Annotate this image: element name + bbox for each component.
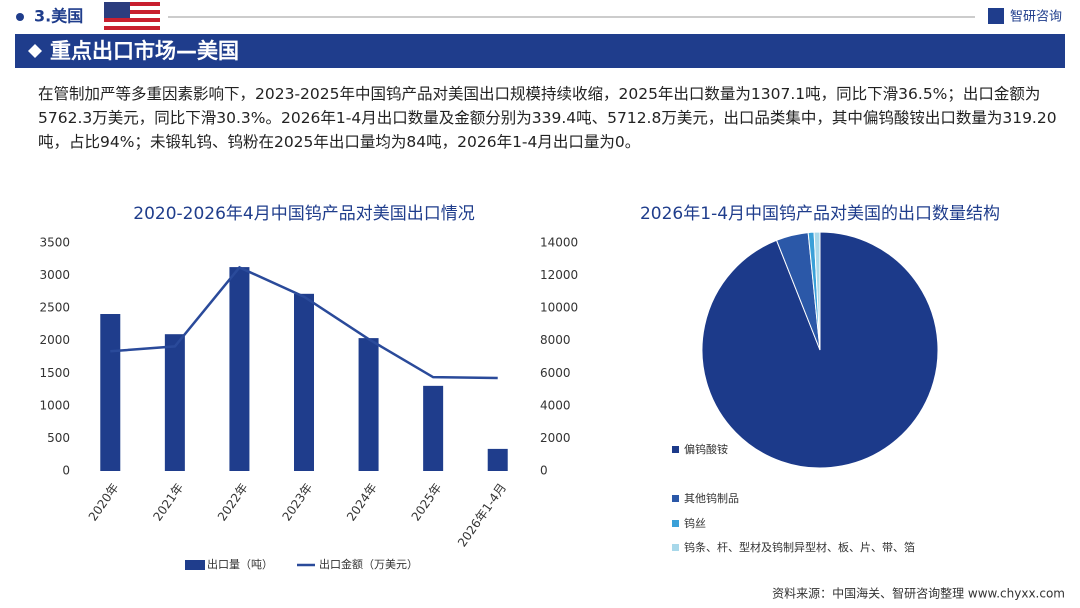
y-tick-label: 500 [47,431,70,445]
y2-tick-label: 6000 [540,366,571,380]
legend-label: 钨丝 [684,517,706,530]
logo-icon [988,8,1004,24]
paragraph: 在管制加严等多重因素影响下，2023-2025年中国钨产品对美国出口规模持续收缩… [38,85,1057,151]
bar [229,267,250,471]
legend-swatch [672,544,679,551]
x-tick-label: 2025年 [409,481,445,524]
bar [358,338,379,471]
legend-label: 出口金额（万美元） [319,557,418,571]
flag [104,2,160,32]
banner-icon [28,44,42,58]
chart-title: 2026年1-4月中国钨产品对美国的出口数量结构 [640,204,1000,224]
bar [487,448,508,471]
pie-slice [813,231,821,351]
chart-title: 2020-2026年4月中国钨产品对美国出口情况 [133,204,474,224]
section: 3.美国 [34,7,83,26]
y2-tick-label: 8000 [540,333,571,347]
y-tick-label: 3500 [39,236,70,250]
x-tick-label: 2021年 [150,481,186,524]
bullet [16,13,24,21]
y-tick-label: 1500 [39,366,70,380]
y-tick-label: 2000 [39,333,70,347]
legend-swatch [672,495,679,502]
x-tick-label: 2026年1-4月 [455,481,509,550]
x-tick-label: 2023年 [279,481,315,524]
y2-tick-label: 2000 [540,431,571,445]
bar [294,293,314,471]
legend-label: 出口量（吨） [207,557,273,571]
y-tick-label: 1000 [39,398,70,412]
legend-swatch [672,446,679,453]
legend-label: 偏钨酸铵 [684,442,728,456]
y2-tick-label: 10000 [540,301,578,315]
line [110,265,498,380]
banner [15,34,1065,68]
x-tick-label: 2022年 [215,481,251,524]
source: 资料来源：中国海关、智研咨询整理 www.chyxx.com [772,586,1065,601]
y2-tick-label: 14000 [540,236,578,250]
y2-tick-label: 12000 [540,268,578,282]
y-tick-label: 3000 [39,268,70,282]
legend-label: 其他钨制品 [684,492,739,505]
banner-title: 重点出口市场—美国 [50,39,239,63]
legend-swatch [672,520,679,527]
y2-tick-label: 4000 [540,398,571,412]
x-tick-label: 2020年 [86,481,122,524]
logo: 智研咨询 [1010,10,1062,25]
bar [164,334,185,471]
legend-label: 钨条、杆、型材及钨制异型材、板、片、带、箔 [684,540,915,554]
x-tick-label: 2024年 [344,481,380,524]
y-tick-label: 0 [62,464,70,478]
bar [100,314,121,471]
y2-tick-label: 0 [540,464,548,478]
y-tick-label: 2500 [39,301,70,315]
bar [423,385,444,471]
legend-swatch [185,560,205,570]
